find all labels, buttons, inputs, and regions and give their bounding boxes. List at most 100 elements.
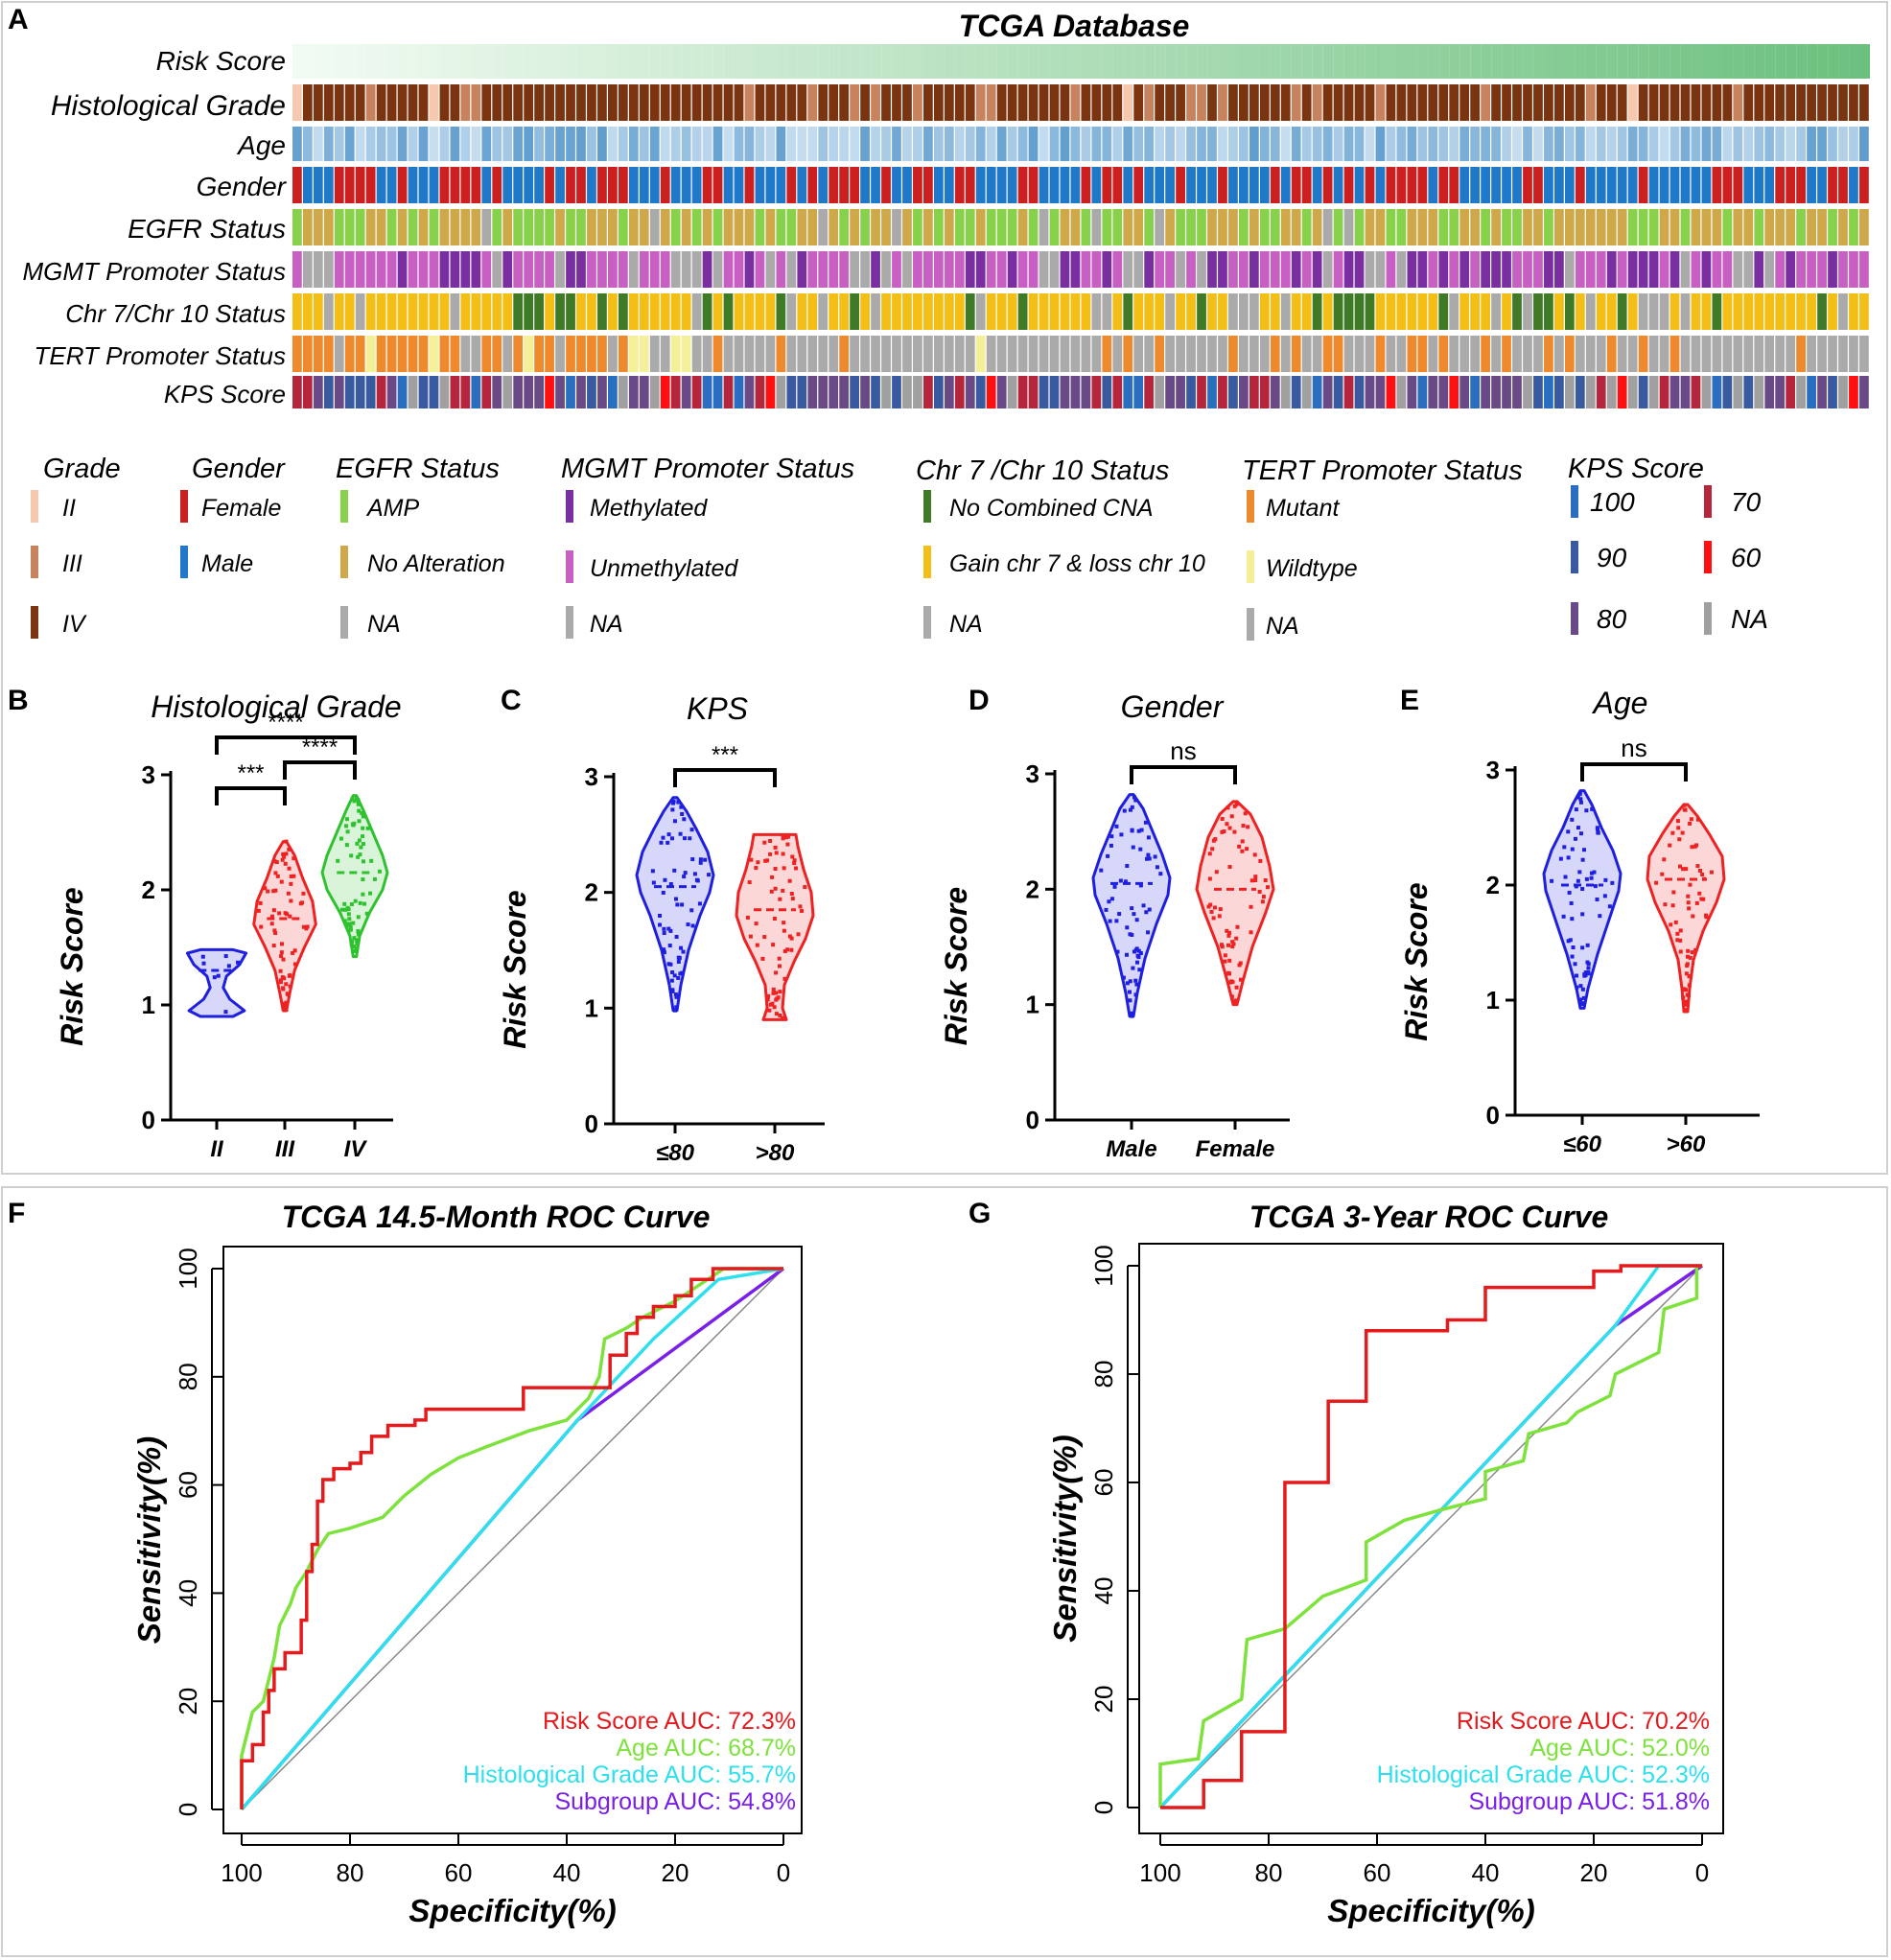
- violin-shape: [320, 794, 389, 959]
- heatmap-cell-chr: [1123, 293, 1133, 330]
- violin-point: [1249, 878, 1254, 883]
- heatmap-cell-kps: [1828, 376, 1837, 408]
- violin-point: [283, 861, 288, 866]
- heatmap-cell-riskscore: [1165, 44, 1177, 79]
- heatmap-cell-grade: [587, 84, 596, 121]
- y-tick-label: 2: [1486, 871, 1500, 899]
- violin-shape: [185, 947, 248, 1018]
- violin-point: [668, 881, 673, 886]
- heatmap-cell-egfr: [1807, 209, 1816, 245]
- heatmap-cell-egfr: [545, 209, 554, 245]
- heatmap-cell-kps: [1354, 376, 1365, 408]
- heatmap-cell-gender: [1133, 167, 1144, 203]
- heatmap-cell-riskscore: [1417, 44, 1429, 79]
- heatmap-cell-gender: [555, 167, 565, 203]
- heatmap-cell-grade: [302, 84, 313, 121]
- heatmap-cell-chr: [1017, 293, 1028, 330]
- heatmap-cell-riskscore: [334, 44, 345, 79]
- heatmap-cell-egfr: [1060, 209, 1070, 245]
- heatmap-cell-egfr: [1449, 209, 1459, 245]
- heatmap-cell-grade: [1417, 84, 1428, 121]
- heatmap-cell-gender: [1091, 167, 1102, 203]
- heatmap-cell-age: [954, 127, 965, 161]
- heatmap-cell-age: [1291, 127, 1301, 161]
- heatmap-cell-riskscore: [1512, 44, 1524, 79]
- heatmap-cell-tert: [996, 336, 1007, 372]
- heatmap-cell-chr: [408, 293, 418, 330]
- violin-point: [672, 1008, 677, 1013]
- heatmap-cell-riskscore: [765, 44, 777, 79]
- heatmap-cell-tert: [1112, 336, 1123, 372]
- heatmap-cell-grade: [913, 84, 922, 121]
- heatmap-cell-egfr: [734, 209, 744, 245]
- heatmap-cell-riskscore: [386, 44, 398, 79]
- heatmap-cell-mgmt: [797, 251, 807, 288]
- heatmap-cell-tert: [744, 336, 755, 372]
- legend-swatch: [180, 490, 188, 523]
- violin-point: [1229, 994, 1234, 999]
- violin-point: [1690, 845, 1694, 850]
- heatmap-cell-riskscore: [1449, 44, 1460, 79]
- heatmap-cell-gender: [1228, 167, 1238, 203]
- heatmap-cell-riskscore: [1775, 44, 1786, 79]
- legend-swatch: [566, 606, 573, 639]
- violin-point: [351, 921, 356, 925]
- heatmap-cell-age: [1155, 127, 1165, 161]
- heatmap-cell-chr: [1459, 293, 1470, 330]
- violin-point: [1226, 943, 1231, 947]
- heatmap-cell-riskscore: [1523, 44, 1534, 79]
- heatmap-cell-tert: [302, 336, 313, 372]
- heatmap-cell-grade: [1343, 84, 1354, 121]
- heatmap-cell-chr: [1606, 293, 1617, 330]
- violin-point: [1220, 945, 1225, 949]
- heatmap-cell-kps: [1123, 376, 1133, 408]
- violin-point: [284, 839, 289, 844]
- heatmap-cell-mgmt: [986, 251, 996, 288]
- heatmap-row-label: Chr 7/Chr 10 Status: [65, 299, 286, 328]
- heatmap-cell-riskscore: [1764, 44, 1776, 79]
- heatmap-cell-egfr: [755, 209, 765, 245]
- legend-item-label: 60: [1731, 543, 1762, 572]
- heatmap-cell-tert: [1502, 336, 1511, 372]
- heatmap-cell-kps: [1270, 376, 1280, 408]
- violin-point: [292, 874, 296, 878]
- heatmap-cell-grade: [944, 84, 954, 121]
- heatmap-cell-tert: [1375, 336, 1386, 372]
- heatmap-cell-riskscore: [1680, 44, 1692, 79]
- heatmap-cell-chr: [1817, 293, 1827, 330]
- heatmap-cell-riskscore: [1155, 44, 1166, 79]
- heatmap-cell-gender: [1365, 167, 1375, 203]
- heatmap-cell-grade: [723, 84, 734, 121]
- heatmap-cell-grade: [691, 84, 702, 121]
- heatmap-cell-egfr: [1228, 209, 1238, 245]
- violin-point: [1550, 878, 1554, 883]
- heatmap-cell-gender: [597, 167, 607, 203]
- heatmap-cell-age: [302, 127, 313, 161]
- violin-point: [651, 880, 656, 885]
- y-tick-label: 3: [142, 760, 155, 789]
- violin-point: [1146, 852, 1151, 857]
- heatmap-cell-chr: [649, 293, 660, 330]
- violin-point: [1687, 983, 1692, 988]
- violin-point: [1662, 857, 1667, 862]
- violin-point: [698, 857, 703, 862]
- violin-point: [280, 942, 285, 946]
- violin-point: [272, 859, 277, 864]
- heatmap-cell-tert: [1291, 336, 1301, 372]
- heatmap-cell-tert: [1407, 336, 1417, 372]
- heatmap-cell-tert: [1144, 336, 1155, 372]
- heatmap-cell-egfr: [1638, 209, 1648, 245]
- significance-bracket: [1130, 765, 1237, 784]
- violin-point: [1229, 814, 1234, 819]
- legend-swatch: [31, 606, 38, 639]
- heatmap-cell-age: [1428, 127, 1438, 161]
- heatmap-cell-gender: [1828, 167, 1837, 203]
- violin-point: [352, 799, 357, 804]
- heatmap-cell-kps: [765, 376, 776, 408]
- heatmap-cell-egfr: [1301, 209, 1312, 245]
- violin-point: [1681, 867, 1686, 872]
- heatmap-cell-gender: [1070, 167, 1081, 203]
- heatmap-cell-age: [933, 127, 944, 161]
- y-axis-label: Sensitivity(%): [1047, 1435, 1083, 1642]
- panel-a-letter: A: [8, 4, 29, 35]
